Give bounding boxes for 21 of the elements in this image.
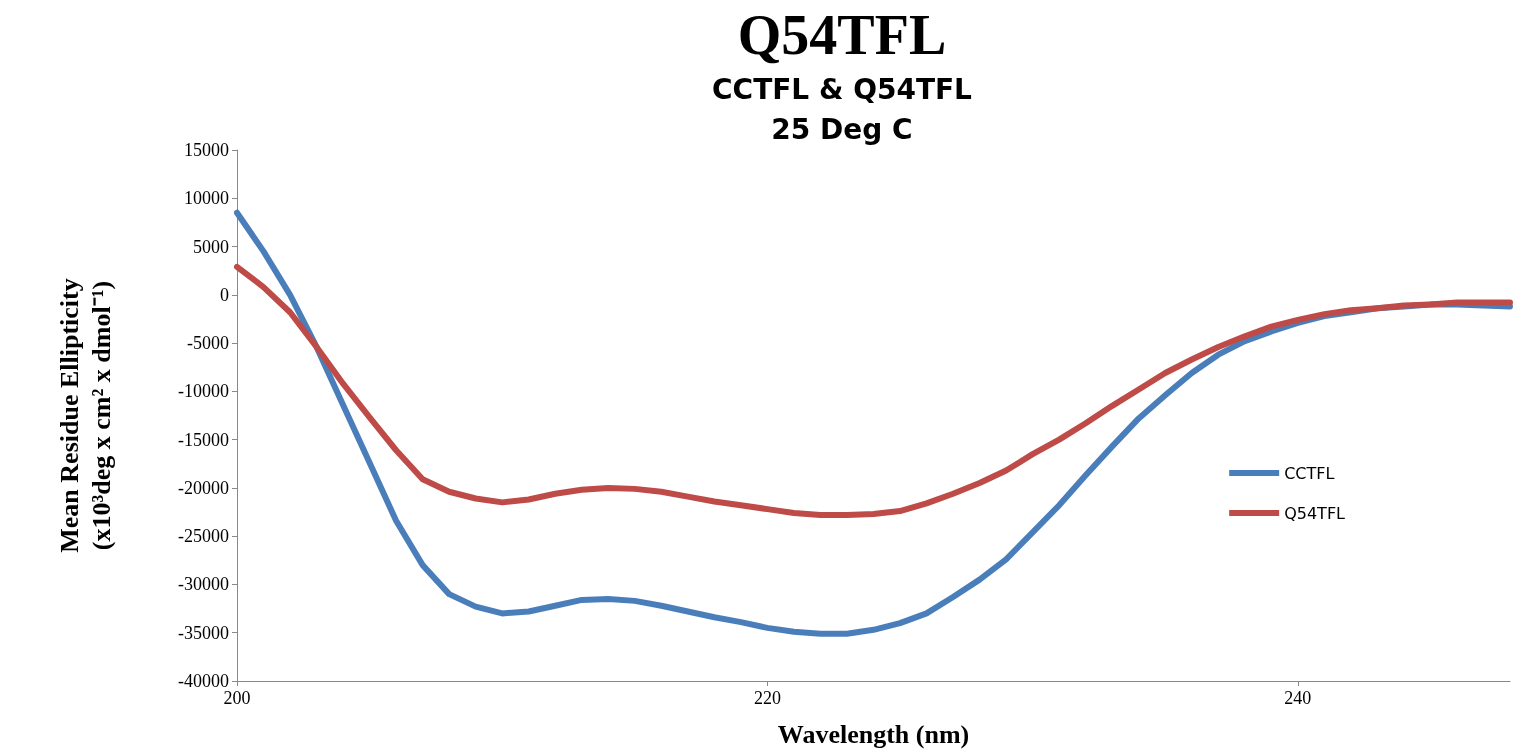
x-tick-label: 240	[1284, 688, 1312, 708]
chart-title: Q54TFL	[737, 4, 947, 66]
y-tick-label: 15000	[184, 140, 229, 160]
y-tick-label: -40000	[178, 671, 229, 691]
y-tick-label: -35000	[178, 622, 229, 643]
y-tick-label: 5000	[193, 236, 229, 257]
y-tick-label: 10000	[184, 188, 229, 209]
y-tick-label: -10000	[178, 381, 229, 402]
legend-label: CCTFL	[1284, 463, 1335, 483]
y-tick-label: -30000	[178, 574, 229, 595]
y-axis-title: Mean Residue Ellipticity (x10³deg x cm² x dmol⁻¹)	[54, 278, 116, 553]
chart-subtitle: CCTFL & Q54TFL 25 Deg C	[712, 72, 973, 146]
legend-label: Q54TFL	[1284, 503, 1346, 523]
x-axis-title: Wavelength (nm)	[777, 719, 970, 749]
x-tick-label: 200	[223, 688, 251, 708]
y-tick-label: -20000	[178, 477, 229, 498]
y-tick-label: -15000	[178, 429, 229, 450]
y-tick-label: -5000	[187, 333, 229, 354]
y-tick-label: -25000	[178, 526, 229, 547]
y-tick-label: 0	[220, 284, 229, 305]
x-tick-label: 220	[753, 688, 781, 708]
